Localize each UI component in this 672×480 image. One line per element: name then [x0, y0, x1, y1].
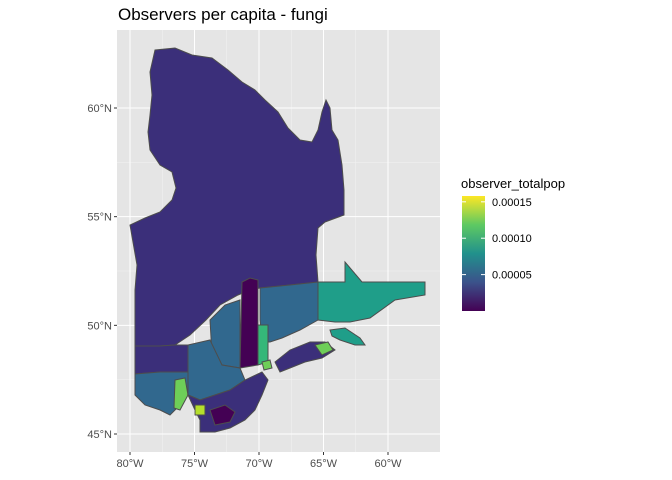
legend-break-label: 0.00015 — [492, 197, 532, 209]
y-tick-label: 55°N — [87, 212, 112, 224]
legend-title: observer_totalpop — [461, 176, 565, 191]
x-tick-label: 80°W — [116, 458, 144, 470]
legend: observer_totalpop 0.00005 0.00010 0.00015 — [461, 176, 565, 311]
x-tick-label: 60°W — [374, 458, 402, 470]
x-axis: 80°W 75°W 70°W 65°W 60°W — [116, 452, 402, 470]
region-saguenay-green — [258, 325, 268, 365]
y-tick-label: 45°N — [87, 429, 112, 441]
y-tick-label: 60°N — [87, 103, 112, 115]
legend-break-label: 0.00005 — [492, 270, 532, 282]
y-axis: 45°N 50°N 55°N 60°N — [87, 103, 117, 441]
x-tick-label: 75°W — [181, 458, 209, 470]
y-tick-label: 50°N — [87, 320, 112, 332]
legend-break-label: 0.00010 — [492, 233, 532, 245]
x-tick-label: 65°W — [310, 458, 338, 470]
legend-colorbar — [462, 196, 485, 311]
x-tick-label: 70°W — [245, 458, 273, 470]
region-montreal — [195, 405, 205, 415]
region-quebec-city — [262, 360, 272, 370]
region-saguenay-lac — [240, 278, 258, 368]
region-abitibi — [135, 345, 188, 374]
